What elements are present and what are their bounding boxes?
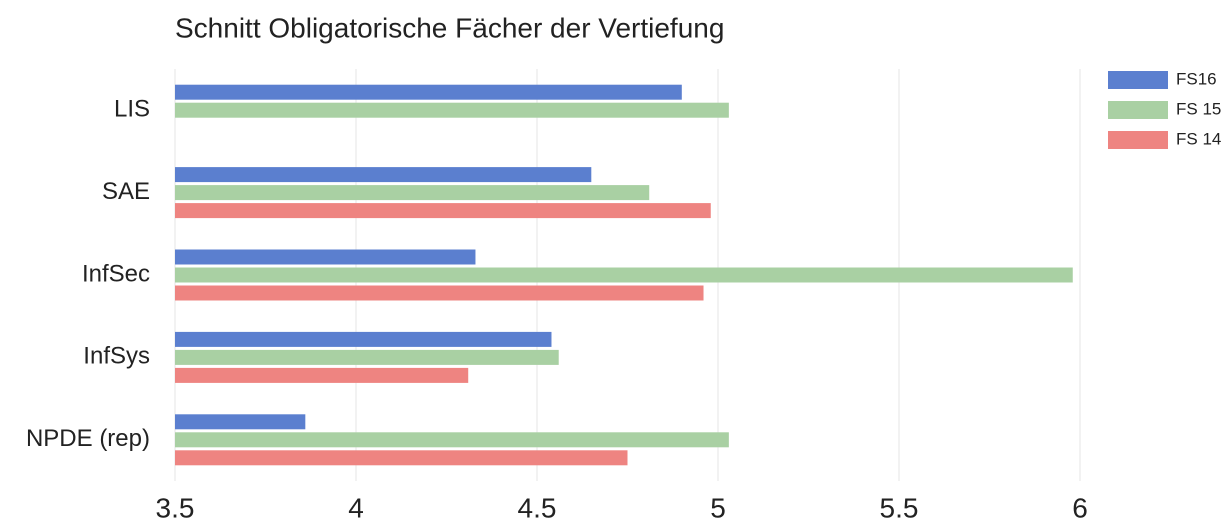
- y-tick-label: InfSec: [82, 260, 150, 287]
- bar: [175, 450, 628, 466]
- legend-swatch: [1108, 71, 1168, 89]
- bar: [175, 331, 552, 347]
- legend-label: FS 14: [1176, 129, 1221, 148]
- bar: [175, 84, 682, 100]
- bar: [175, 203, 711, 219]
- bar: [175, 185, 650, 201]
- bar: [175, 267, 1073, 283]
- y-tick-label: NPDE (rep): [26, 425, 150, 452]
- legend-label: FS 15: [1176, 99, 1221, 118]
- x-tick-label: 6: [1072, 492, 1088, 523]
- x-tick-label: 5: [710, 492, 726, 523]
- bar: [175, 367, 469, 383]
- bar: [175, 249, 476, 265]
- bar: [175, 432, 729, 448]
- bar: [175, 414, 306, 430]
- x-tick-label: 5.5: [880, 492, 919, 523]
- chart-title: Schnitt Obligatorische Fächer der Vertie…: [175, 12, 724, 43]
- y-tick-label: SAE: [102, 178, 150, 205]
- bar: [175, 285, 704, 301]
- x-tick-label: 3.5: [156, 492, 195, 523]
- bar: [175, 167, 592, 183]
- x-tick-label: 4.5: [518, 492, 557, 523]
- y-tick-label: InfSys: [83, 343, 150, 370]
- legend-swatch: [1108, 131, 1168, 149]
- bar: [175, 102, 729, 118]
- legend-swatch: [1108, 101, 1168, 119]
- x-tick-label: 4: [348, 492, 364, 523]
- y-tick-label: LIS: [114, 96, 150, 123]
- bar: [175, 349, 559, 365]
- legend-label: FS16: [1176, 69, 1217, 88]
